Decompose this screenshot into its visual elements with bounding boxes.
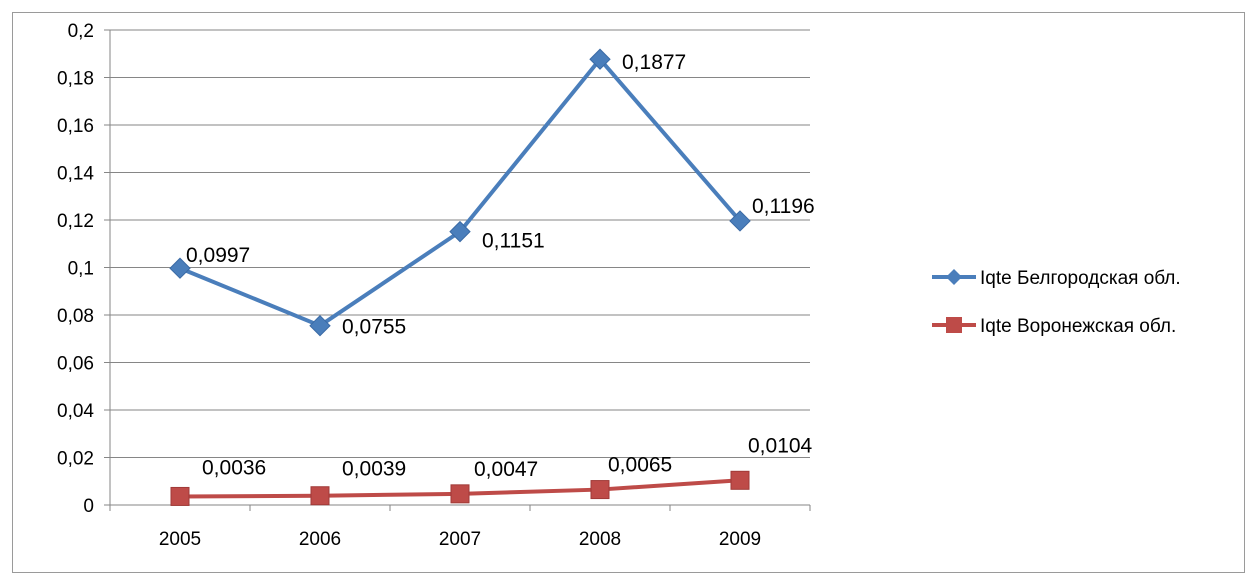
x-axis-tick-labels: 2005 2006 2007 2008 2009 bbox=[159, 529, 761, 550]
series-line bbox=[179, 57, 742, 328]
data-label: 0,0047 bbox=[474, 458, 538, 481]
gridlines bbox=[110, 29, 810, 458]
y-tick-label: 0,2 bbox=[68, 21, 94, 42]
data-label: 0,0104 bbox=[748, 434, 813, 457]
chart-frame bbox=[12, 12, 1245, 573]
data-point-marker bbox=[309, 314, 331, 337]
legend: Iqte Белгородская обл. Iqte Воронежская о… bbox=[932, 268, 1181, 337]
y-tick-label: 0,14 bbox=[57, 164, 94, 185]
legend-marker bbox=[946, 269, 962, 285]
data-point-marker bbox=[170, 486, 190, 506]
y-axis-tick-labels: 0 0,02 0,04 0,06 0,08 0,1 0,12 0,14 0,16 0,18 0,2 bbox=[57, 21, 94, 517]
data-label: 0,0039 bbox=[342, 458, 406, 481]
series-layer bbox=[169, 48, 751, 506]
data-label: 0,1877 bbox=[622, 51, 686, 74]
data-label: 0,0065 bbox=[608, 454, 672, 477]
legend-marker bbox=[946, 317, 962, 333]
data-label: 0,1151 bbox=[482, 230, 545, 253]
data-point-marker bbox=[590, 480, 610, 500]
legend-label: Iqte Белгородская обл. bbox=[980, 268, 1181, 289]
data-label: 0,0755 bbox=[342, 316, 406, 339]
x-tick-label: 2007 bbox=[439, 529, 481, 550]
data-point-marker bbox=[169, 257, 191, 279]
data-label: 0,0036 bbox=[202, 456, 266, 479]
x-tick-label: 2005 bbox=[159, 529, 201, 550]
data-point-marker bbox=[730, 470, 750, 490]
data-point-marker bbox=[310, 486, 330, 506]
data-point-marker bbox=[450, 484, 470, 504]
legend-label: Iqte Воронежская обл. bbox=[980, 316, 1176, 337]
data-point-marker bbox=[589, 48, 611, 70]
x-tick-label: 2009 bbox=[719, 529, 761, 550]
y-tick-label: 0,1 bbox=[68, 259, 94, 280]
y-tick-label: 0,16 bbox=[57, 116, 94, 137]
data-point-marker bbox=[449, 220, 471, 243]
x-tick-label: 2006 bbox=[299, 529, 341, 550]
y-tick-label: 0,12 bbox=[57, 211, 94, 232]
data-label: 0,1196 bbox=[752, 195, 815, 218]
data-labels: 0,0997 0,0755 0,1151 0,1877 0,1196 0,0036 0,00… bbox=[186, 51, 815, 481]
y-tick-label: 0,02 bbox=[57, 449, 94, 470]
data-label: 0,0997 bbox=[186, 244, 250, 267]
axes bbox=[104, 29, 811, 511]
x-tick-label: 2008 bbox=[579, 529, 621, 550]
y-tick-label: 0,08 bbox=[57, 306, 94, 327]
data-point-marker bbox=[729, 210, 751, 232]
y-tick-label: 0,06 bbox=[57, 354, 94, 375]
y-tick-label: 0 bbox=[83, 496, 94, 517]
y-tick-label: 0,18 bbox=[57, 69, 94, 90]
y-tick-label: 0,04 bbox=[57, 401, 94, 422]
